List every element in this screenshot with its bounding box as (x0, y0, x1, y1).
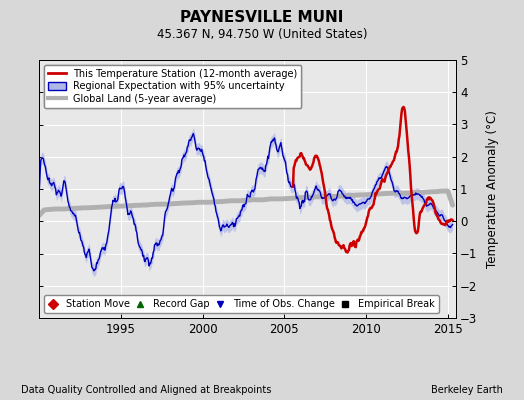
Y-axis label: Temperature Anomaly (°C): Temperature Anomaly (°C) (486, 110, 499, 268)
Text: 45.367 N, 94.750 W (United States): 45.367 N, 94.750 W (United States) (157, 28, 367, 41)
Legend: Station Move, Record Gap, Time of Obs. Change, Empirical Break: Station Move, Record Gap, Time of Obs. C… (44, 295, 439, 313)
Text: PAYNESVILLE MUNI: PAYNESVILLE MUNI (180, 10, 344, 26)
Text: Data Quality Controlled and Aligned at Breakpoints: Data Quality Controlled and Aligned at B… (21, 385, 271, 395)
Text: Berkeley Earth: Berkeley Earth (431, 385, 503, 395)
